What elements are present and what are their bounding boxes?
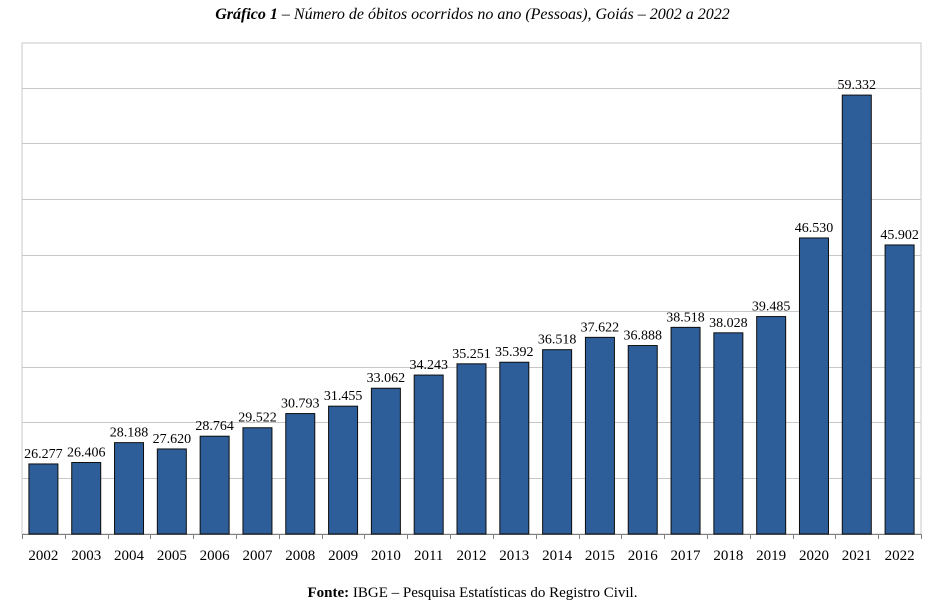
bar-2017 [670,326,701,535]
data-label-2017: 38.518 [666,310,705,325]
x-tick-2007: 2007 [242,548,273,564]
x-tick-2012: 2012 [457,548,487,564]
bar-2010 [370,387,401,535]
x-tick-labels: 2002 2003 2004 2005 2006 2007 2008 2009 2010 2011… [28,548,914,564]
data-label-2010: 33.062 [367,371,406,386]
x-tick-2013: 2013 [499,548,529,564]
data-label-2004: 28.188 [110,426,149,441]
x-tick-2006: 2006 [200,548,231,564]
bar-2014 [542,349,573,535]
x-tick-2004: 2004 [114,548,145,564]
bar-2002 [28,463,59,535]
bar-2003 [71,462,102,535]
data-label-2002: 26.277 [24,447,63,462]
bars [28,94,915,535]
data-label-2008: 30.793 [281,397,320,412]
bar-2012 [456,363,487,535]
bar-2004 [114,442,145,535]
x-tick-2005: 2005 [157,548,187,564]
data-label-2016: 36.888 [623,329,662,344]
x-tick-2019: 2019 [756,548,786,564]
chart-title-text: – Número de óbitos ocorridos no ano (Pes… [277,6,730,23]
chart-title: Gráfico 1 – Número de óbitos ocorridos n… [0,6,945,24]
x-tick-2021: 2021 [842,548,872,564]
data-label-2014: 36.518 [538,333,577,348]
x-tick-2009: 2009 [328,548,358,564]
bar-2021 [841,94,872,535]
bar-2018 [713,332,744,535]
bar-2011 [413,374,444,535]
data-label-2015: 37.622 [581,320,620,335]
data-label-2020: 46.530 [795,221,834,236]
x-tick-2008: 2008 [285,548,315,564]
x-tick-2018: 2018 [713,548,743,564]
x-tick-2020: 2020 [799,548,829,564]
data-label-2019: 39.485 [752,300,791,315]
x-tick-2022: 2022 [885,548,915,564]
data-label-2006: 28.764 [195,419,234,434]
data-label-2018: 38.028 [709,316,748,331]
x-tick-2003: 2003 [71,548,101,564]
bar-2013 [499,361,530,535]
bar-2020 [798,237,829,535]
x-tick-2015: 2015 [585,548,615,564]
data-label-2009: 31.455 [324,389,363,404]
chart-title-bold: Gráfico 1 [215,6,278,23]
bar-2019 [756,316,787,535]
bar-2006 [199,435,230,535]
data-label-2011: 34.243 [409,358,448,373]
source-label: Fonte: [307,585,350,601]
bar-2005 [156,448,187,535]
bar-2008 [285,413,316,535]
source-text: IBGE – Pesquisa Estatísticas do Registro… [349,585,638,601]
x-tick-2002: 2002 [28,548,58,564]
x-tick-2010: 2010 [371,548,401,564]
source-note: Fonte: IBGE – Pesquisa Estatísticas do R… [0,585,945,602]
bar-2016 [627,345,658,535]
bar-2007 [242,427,273,535]
bar-2009 [328,405,359,535]
data-label-2022: 45.902 [880,228,919,243]
data-label-2007: 29.522 [238,411,277,426]
bar-2022 [884,244,915,535]
bar-2015 [584,336,615,535]
x-tick-2017: 2017 [671,548,702,564]
data-label-2013: 35.392 [495,345,534,360]
x-tick-2016: 2016 [628,548,659,564]
data-label-2012: 35.251 [452,347,491,362]
x-tick-2011: 2011 [414,548,443,564]
data-label-2005: 27.620 [153,432,192,447]
data-label-2003: 26.406 [67,446,106,461]
x-tick-2014: 2014 [542,548,573,564]
data-label-2021: 59.332 [838,78,877,93]
